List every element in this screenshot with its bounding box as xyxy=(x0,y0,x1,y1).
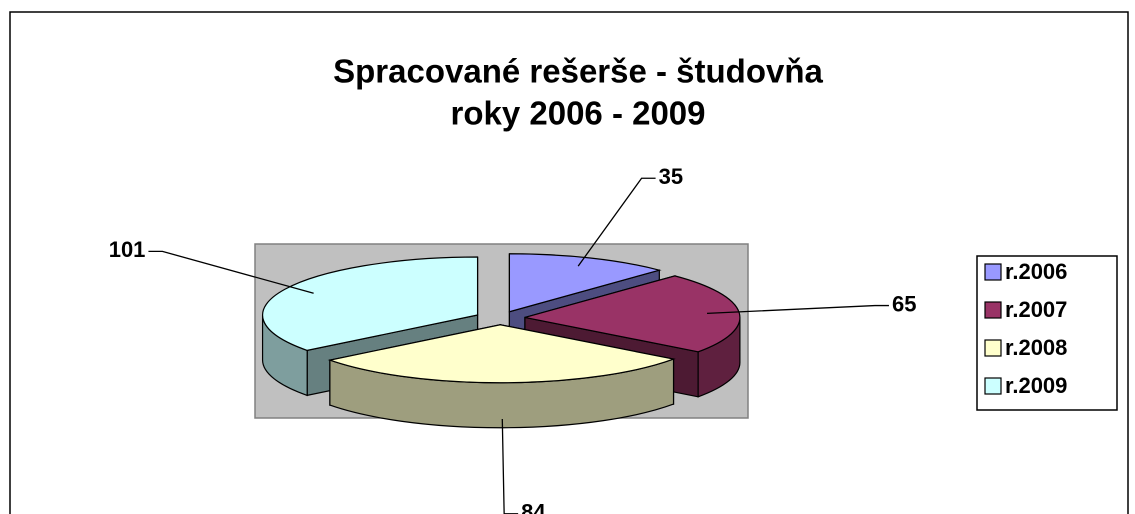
chart-title: Spracované rešerše - študovňa xyxy=(333,53,823,90)
legend-swatch xyxy=(984,263,1002,281)
data-label: 101 xyxy=(109,237,146,262)
data-label: 35 xyxy=(659,164,683,189)
legend-swatch xyxy=(984,301,1002,319)
legend-label: r.2009 xyxy=(1005,373,1067,398)
data-label: 84 xyxy=(521,500,546,514)
leader-line xyxy=(148,250,314,294)
leader-line xyxy=(577,177,656,267)
slice-top xyxy=(327,324,676,384)
chart-subtitle: roky 2006 - 2009 xyxy=(450,95,705,132)
data-label: 65 xyxy=(892,291,916,316)
legend-swatch xyxy=(984,377,1002,395)
legend-label: r.2008 xyxy=(1005,335,1067,360)
legend-label: r.2007 xyxy=(1005,297,1067,322)
slice-top xyxy=(508,253,662,313)
legend-label: r.2006 xyxy=(1005,259,1067,284)
slice-top xyxy=(261,256,479,352)
slice-top xyxy=(524,275,741,353)
legend-swatch xyxy=(984,339,1002,357)
leader-line xyxy=(707,304,889,315)
